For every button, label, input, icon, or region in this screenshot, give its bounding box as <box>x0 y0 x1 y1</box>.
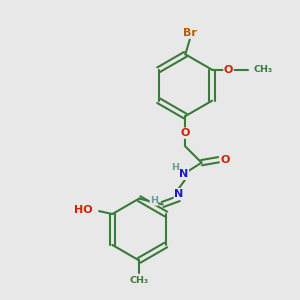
Text: Br: Br <box>183 28 197 38</box>
Text: N: N <box>179 169 188 179</box>
Text: CH₃: CH₃ <box>130 276 149 285</box>
Text: HO: HO <box>74 205 93 214</box>
Text: O: O <box>181 128 190 138</box>
Text: H: H <box>150 196 158 206</box>
Text: N: N <box>174 189 184 199</box>
Text: O: O <box>220 155 230 165</box>
Text: CH₃: CH₃ <box>253 65 272 74</box>
Text: O: O <box>224 65 233 75</box>
Text: H: H <box>171 163 179 172</box>
